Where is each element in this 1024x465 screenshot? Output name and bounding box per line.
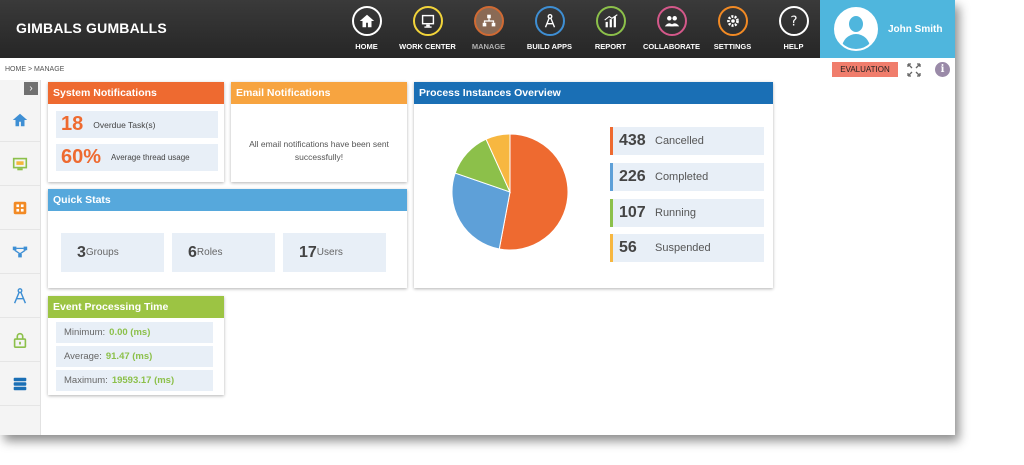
top-bar: GIMBALS GUMBALLS HOME WORK CENTER MANAGE xyxy=(0,0,955,58)
user-name: John Smith xyxy=(888,23,943,35)
users-count: 17 xyxy=(299,243,317,261)
sidebar-item-build[interactable] xyxy=(0,274,40,318)
settings-icon xyxy=(717,6,748,36)
maximum-value: 19593.17 (ms) xyxy=(111,375,175,386)
manage-icon xyxy=(473,6,504,36)
avatar xyxy=(834,7,878,51)
legend-suspended[interactable]: 56 Suspended xyxy=(610,234,764,262)
main-nav: HOME WORK CENTER MANAGE BUILD APPS xyxy=(336,0,824,58)
sidebar-item-workflow[interactable] xyxy=(0,230,40,274)
maximum-row: Maximum: 19593.17 (ms) xyxy=(56,370,213,391)
groups-count: 3 xyxy=(77,243,86,261)
pie-slice-completed[interactable] xyxy=(451,172,511,250)
groups-label: Groups xyxy=(85,247,119,258)
minimum-value: 0.00 (ms) xyxy=(109,327,151,338)
sidebar: › xyxy=(0,80,41,435)
svg-text:?: ? xyxy=(790,14,797,30)
thread-usage-label: Average thread usage xyxy=(111,153,190,162)
sidebar-item-home[interactable] xyxy=(0,98,40,142)
nav-collaborate[interactable]: COLLABORATE xyxy=(641,0,702,58)
pie-slice-cancelled[interactable] xyxy=(498,133,569,251)
sidebar-item-tasks[interactable] xyxy=(0,186,40,230)
panel-title: Email Notifications xyxy=(231,82,407,104)
legend-cancelled[interactable]: 438 Cancelled xyxy=(610,127,764,155)
legend-running[interactable]: 107 Running xyxy=(610,199,764,227)
cancelled-count: 438 xyxy=(619,132,646,149)
legend-completed[interactable]: 226 Completed xyxy=(610,163,764,191)
groups-stat[interactable]: 3 Groups xyxy=(61,233,164,272)
minimum-label: Minimum: xyxy=(64,327,106,338)
system-notifications-panel: System Notifications 18 Overdue Task(s) … xyxy=(48,82,224,182)
overdue-tasks-tile[interactable]: 18 Overdue Task(s) xyxy=(56,111,218,138)
build-apps-icon xyxy=(534,6,565,36)
maximum-label: Maximum: xyxy=(64,375,108,386)
nav-manage[interactable]: MANAGE xyxy=(458,0,519,58)
users-stat[interactable]: 17 Users xyxy=(283,233,386,272)
lock-icon xyxy=(13,332,27,348)
users-label: Users xyxy=(316,247,343,258)
panel-title: System Notifications xyxy=(48,82,224,104)
tasks-icon xyxy=(13,201,27,214)
expand-icon[interactable] xyxy=(906,62,922,78)
help-icon: ? xyxy=(778,6,809,36)
sidebar-toggle-icon[interactable]: › xyxy=(24,82,38,95)
panel-title: Quick Stats xyxy=(48,189,407,211)
roles-label: Roles xyxy=(196,247,223,258)
overdue-count: 18 xyxy=(61,113,84,135)
sidebar-item-security[interactable] xyxy=(0,318,40,362)
suspended-count: 56 xyxy=(619,239,637,256)
report-icon xyxy=(595,6,626,36)
minimum-row: Minimum: 0.00 (ms) xyxy=(56,322,213,343)
thread-usage-tile: 60% Average thread usage xyxy=(56,144,218,171)
email-status-message: All email notifications have been sent s… xyxy=(249,139,389,162)
running-label: Running xyxy=(655,207,696,219)
home-icon xyxy=(12,113,28,126)
monitor-icon xyxy=(12,157,28,170)
sidebar-item-monitor[interactable] xyxy=(0,142,40,186)
sidebar-item-database[interactable] xyxy=(0,362,40,406)
breadcrumb: HOME > MANAGE xyxy=(5,66,65,73)
suspended-label: Suspended xyxy=(655,242,711,254)
panel-title: Event Processing Time xyxy=(48,296,224,318)
cancelled-label: Cancelled xyxy=(655,135,704,147)
overdue-label: Overdue Task(s) xyxy=(93,119,156,130)
collaborate-icon xyxy=(656,6,687,36)
event-processing-panel: Event Processing Time Minimum: 0.00 (ms)… xyxy=(48,296,224,395)
average-row: Average: 91.47 (ms) xyxy=(56,346,213,367)
database-icon xyxy=(13,377,27,390)
roles-stat[interactable]: 6 Roles xyxy=(172,233,275,272)
work-center-icon xyxy=(412,6,443,36)
email-notifications-panel: Email Notifications All email notificati… xyxy=(231,82,407,182)
user-menu[interactable]: John Smith xyxy=(820,0,955,58)
completed-label: Completed xyxy=(655,171,709,183)
nav-settings[interactable]: SETTINGS xyxy=(702,0,763,58)
evaluation-badge[interactable]: EVALUATION xyxy=(832,62,898,77)
pie-slice-suspended[interactable] xyxy=(485,133,511,193)
nav-report[interactable]: REPORT xyxy=(580,0,641,58)
average-value: 91.47 (ms) xyxy=(105,351,153,362)
home-icon xyxy=(351,6,382,36)
nav-home[interactable]: HOME xyxy=(336,0,397,58)
thread-usage-value: 60% xyxy=(61,146,102,168)
workflow-icon xyxy=(12,246,28,257)
completed-count: 226 xyxy=(619,168,646,185)
running-count: 107 xyxy=(619,204,646,221)
info-icon[interactable]: i xyxy=(935,62,950,77)
process-pie-chart xyxy=(451,133,569,251)
process-instances-panel: Process Instances Overview 438 Cancelled… xyxy=(414,82,773,288)
nav-work-center[interactable]: WORK CENTER xyxy=(397,0,458,58)
roles-count: 6 xyxy=(188,243,197,261)
average-label: Average: xyxy=(64,351,102,362)
nav-build-apps[interactable]: BUILD APPS xyxy=(519,0,580,58)
compass-icon xyxy=(13,287,27,303)
app-window: GIMBALS GUMBALLS HOME WORK CENTER MANAGE xyxy=(0,0,955,435)
panel-title: Process Instances Overview xyxy=(414,82,773,104)
nav-help[interactable]: ? HELP xyxy=(763,0,824,58)
brand-logo: GIMBALS GUMBALLS xyxy=(16,20,167,36)
